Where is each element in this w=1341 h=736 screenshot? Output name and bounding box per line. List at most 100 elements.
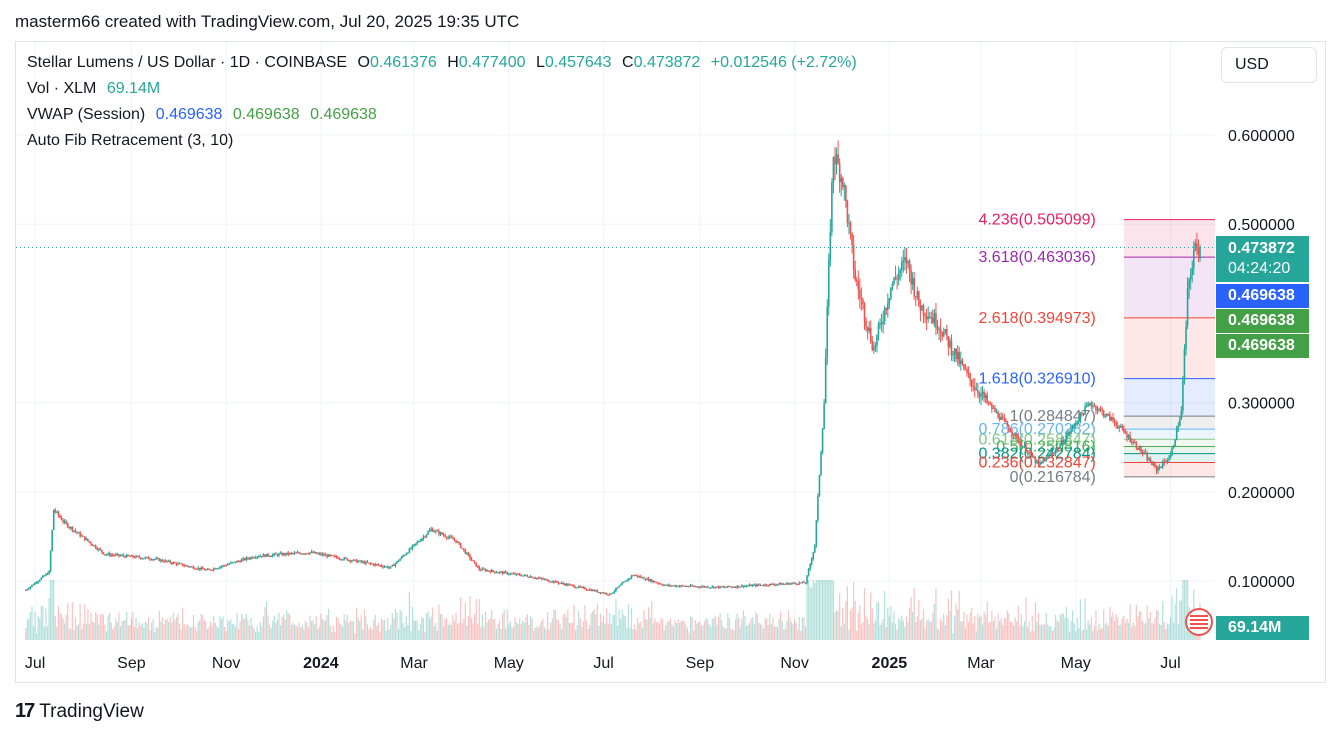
candle-body — [1172, 445, 1175, 448]
volume-bar — [460, 597, 462, 640]
candle-body — [675, 585, 678, 587]
volume-bar — [1138, 611, 1141, 640]
legend-volume-row[interactable]: Vol · XLM 69.14M — [27, 80, 166, 98]
tradingview-footer[interactable]: 17 TradingView — [15, 700, 144, 723]
candle-body — [705, 586, 707, 588]
candle-body — [430, 528, 432, 531]
volume-bar — [1168, 624, 1170, 640]
volume-bar — [1152, 623, 1155, 640]
candle-body — [532, 577, 535, 579]
volume-bar — [77, 624, 80, 640]
ohlc-close: C0.473872 — [622, 54, 701, 71]
candle-body — [225, 565, 227, 567]
candle-body — [1065, 435, 1068, 441]
currency-button[interactable]: USD — [1221, 47, 1317, 83]
candle-body — [354, 559, 356, 561]
volume-bar — [491, 610, 493, 640]
volume-bar — [143, 627, 145, 640]
volume-bar — [357, 618, 359, 640]
legend-vwap-row[interactable]: VWAP (Session) 0.469638 0.469638 0.46963… — [27, 106, 383, 124]
candle-body — [596, 590, 599, 593]
volume-bar — [63, 623, 66, 640]
volume-bar — [442, 626, 445, 640]
candle-body — [784, 583, 787, 585]
candle-body — [795, 583, 797, 585]
fib-level-label: 1.618(0.326910) — [978, 371, 1095, 388]
volume-bar — [469, 595, 471, 640]
candle-body — [709, 587, 712, 589]
volume-bar — [1179, 601, 1181, 640]
volume-bar — [922, 608, 925, 640]
candle-body — [80, 535, 83, 537]
candle-body — [209, 569, 212, 571]
candle-body — [683, 585, 686, 587]
volume-bar — [848, 629, 850, 640]
volume-bar — [393, 618, 395, 640]
legend-fib-row[interactable]: Auto Fib Retracement (3, 10) — [27, 132, 239, 150]
volume-bar — [907, 622, 909, 640]
volume-bar — [949, 610, 951, 640]
candle-body — [542, 578, 544, 580]
candle-body — [660, 583, 662, 585]
volume-bar — [53, 580, 55, 640]
volume-bar — [31, 606, 33, 640]
volume-bar — [57, 606, 59, 640]
candle-body — [375, 564, 378, 566]
volume-bar — [275, 622, 277, 640]
volume-bar — [98, 624, 100, 640]
candle-body — [804, 583, 807, 585]
candle-body — [349, 560, 352, 562]
candle-body — [921, 305, 923, 311]
candle-body — [1109, 414, 1111, 421]
candle-body — [509, 573, 512, 575]
candle-body — [981, 391, 984, 394]
candle-body — [728, 585, 731, 587]
candle-body — [511, 573, 513, 575]
candle-body — [383, 566, 386, 568]
candle-body — [525, 574, 527, 576]
candle-body — [1001, 416, 1004, 418]
volume-bar — [363, 609, 365, 640]
candle-body — [871, 341, 874, 350]
volume-bar — [747, 624, 749, 640]
volume-bar — [845, 601, 847, 640]
candle-body — [758, 584, 760, 586]
candle-body — [1138, 446, 1141, 450]
candle-body — [79, 532, 81, 537]
candle-body — [49, 550, 52, 572]
volume-bar — [1023, 621, 1026, 640]
candle-body — [1011, 432, 1013, 435]
volume-bar — [606, 608, 608, 640]
candle-body — [723, 586, 726, 588]
x-tick-label: Sep — [686, 655, 715, 672]
volume-bar — [511, 627, 513, 640]
volume-bar — [529, 616, 532, 640]
volume-bar — [733, 630, 735, 640]
candle-body — [567, 583, 569, 586]
volume-bar — [1009, 621, 1012, 640]
symbol-title[interactable]: Stellar Lumens / US Dollar · 1D · COINBA… — [27, 54, 348, 71]
volume-bar — [223, 626, 226, 640]
volume-bar — [508, 624, 510, 640]
candle-body — [700, 586, 703, 588]
candle-body — [216, 568, 218, 570]
candle-body — [403, 555, 406, 557]
volume-bar — [472, 623, 474, 640]
volume-bar — [944, 624, 946, 640]
volume-bar — [109, 613, 111, 640]
bar-countdown: 04:24:20 — [1228, 260, 1291, 277]
volume-bar — [801, 617, 803, 640]
volume-bar — [556, 619, 558, 640]
volume-bar — [696, 623, 698, 640]
candle-body — [476, 566, 479, 568]
volume-bar — [702, 624, 704, 640]
volume-bar — [669, 618, 671, 640]
candle-body — [902, 260, 905, 263]
volume-bar — [1135, 604, 1137, 640]
volume-bar — [1019, 626, 1021, 640]
candle-body — [46, 573, 49, 575]
candle-body — [908, 260, 911, 271]
candle-body — [787, 582, 790, 585]
candle-body — [613, 590, 616, 593]
